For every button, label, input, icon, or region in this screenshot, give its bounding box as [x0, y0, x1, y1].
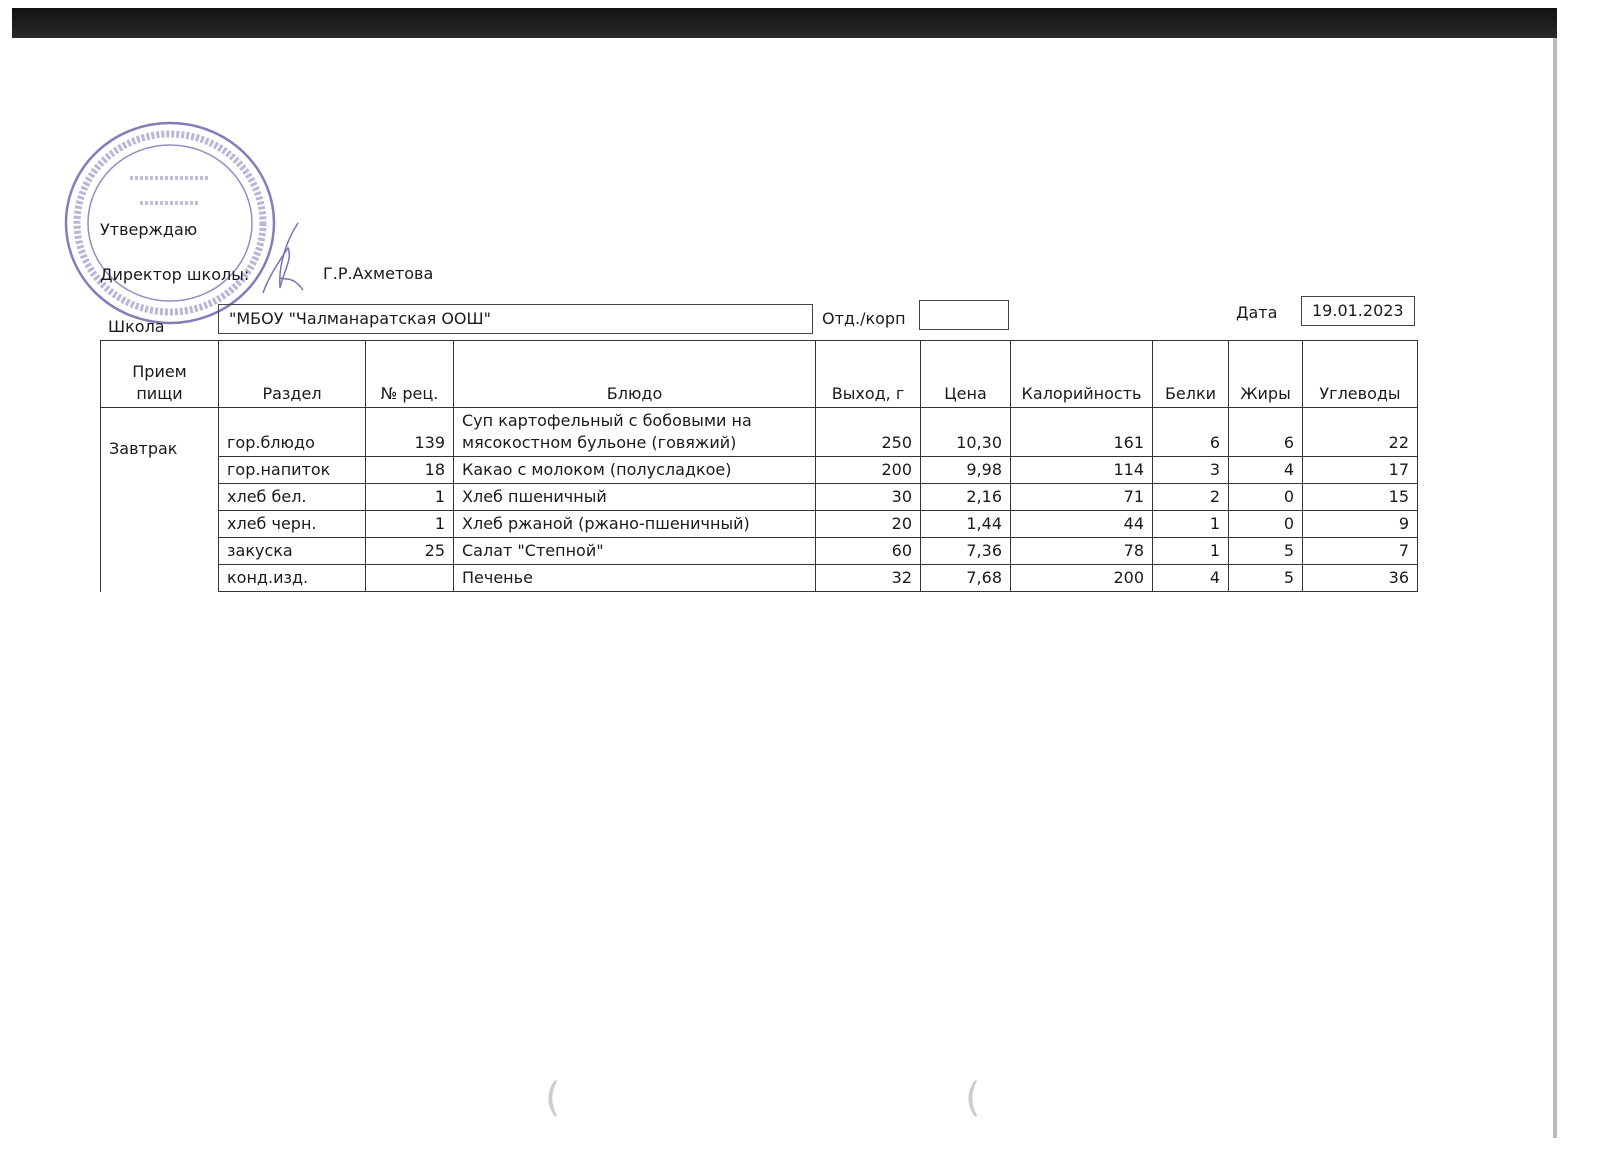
table-row: закуска 25 Салат "Степной" 60 7,36 78 1 5 7 [101, 537, 1418, 565]
fat-cell: 0 [1228, 510, 1303, 538]
kcal-cell: 161 [1010, 407, 1153, 457]
price-cell: 2,16 [920, 483, 1011, 511]
scan-right-edge [1553, 38, 1557, 1138]
recipe-cell: 18 [365, 456, 454, 484]
header-yield: Выход, г [815, 340, 921, 408]
protein-cell: 4 [1152, 564, 1229, 592]
kcal-cell: 114 [1010, 456, 1153, 484]
dish-cell: Какао с молоком (полусладкое) [453, 456, 816, 484]
section-cell: конд.изд. [218, 564, 366, 592]
protein-cell: 3 [1152, 456, 1229, 484]
dish-cell: Хлеб пшеничный [453, 483, 816, 511]
section-cell: гор.блюдо [218, 407, 366, 457]
yield-cell: 200 [815, 456, 921, 484]
recipe-cell: 139 [365, 407, 454, 457]
protein-cell: 6 [1152, 407, 1229, 457]
header-carbs: Углеводы [1302, 340, 1418, 408]
price-cell: 10,30 [920, 407, 1011, 457]
dept-label: Отд./корп [822, 309, 906, 328]
fat-cell: 4 [1228, 456, 1303, 484]
fat-cell: 5 [1228, 537, 1303, 565]
scan-top-border [12, 8, 1557, 38]
scan-mark: ( [965, 1075, 981, 1121]
dish-cell: Суп картофельный с бобовыми на мясокостн… [453, 407, 816, 457]
table-row: Завтрак гор.блюдо 139 Суп картофельный с бо… [100, 407, 1418, 592]
yield-cell: 30 [815, 483, 921, 511]
director-label: Директор школы: [100, 265, 250, 284]
protein-cell: 1 [1152, 510, 1229, 538]
fat-cell: 0 [1228, 483, 1303, 511]
price-cell: 1,44 [920, 510, 1011, 538]
fat-cell: 5 [1228, 564, 1303, 592]
header-price: Цена [920, 340, 1011, 408]
meal-cell: Завтрак [100, 407, 219, 592]
header-protein: Белки [1152, 340, 1229, 408]
date-field[interactable]: 19.01.2023 [1301, 296, 1415, 326]
scan-mark: ( [545, 1075, 561, 1121]
header-fat: Жиры [1228, 340, 1303, 408]
date-label: Дата [1236, 303, 1278, 322]
price-cell: 7,68 [920, 564, 1011, 592]
header-section: Раздел [218, 340, 366, 408]
table-row: хлеб черн. 1 Хлеб ржаной (ржано-пшеничный)… [101, 510, 1418, 538]
fat-cell: 6 [1228, 407, 1303, 457]
carbs-cell: 36 [1302, 564, 1418, 592]
dish-cell: Печенье [453, 564, 816, 592]
carbs-cell: 9 [1302, 510, 1418, 538]
recipe-cell: 25 [365, 537, 454, 565]
carbs-cell: 22 [1302, 407, 1418, 457]
section-cell: хлеб бел. [218, 483, 366, 511]
menu-table: Прием пищи Раздел № рец. Блюдо Выход, г … [100, 340, 1418, 592]
table-row: конд.изд. Печенье 32 7,68 200 4 5 36 [101, 564, 1418, 592]
director-name: Г.Р.Ахметова [323, 264, 434, 283]
recipe-cell: 1 [365, 483, 454, 511]
section-cell: гор.напиток [218, 456, 366, 484]
table-row: хлеб бел. 1 Хлеб пшеничный 30 2,16 71 2 0 15 [101, 483, 1418, 511]
dept-field[interactable] [919, 300, 1009, 330]
school-label: Школа [108, 317, 165, 336]
price-cell: 7,36 [920, 537, 1011, 565]
header-dish: Блюдо [453, 340, 816, 408]
kcal-cell: 71 [1010, 483, 1153, 511]
table-header-row: Прием пищи Раздел № рец. Блюдо Выход, г … [100, 340, 1418, 408]
yield-cell: 20 [815, 510, 921, 538]
yield-cell: 250 [815, 407, 921, 457]
yield-cell: 60 [815, 537, 921, 565]
school-stamp [64, 121, 276, 325]
protein-cell: 2 [1152, 483, 1229, 511]
dish-cell: Хлеб ржаной (ржано-пшеничный) [453, 510, 816, 538]
price-cell: 9,98 [920, 456, 1011, 484]
header-kcal: Калорийность [1010, 340, 1153, 408]
section-cell: закуска [218, 537, 366, 565]
table-row: гор.напиток 18 Какао с молоком (полусладко… [101, 456, 1418, 484]
section-cell: хлеб черн. [218, 510, 366, 538]
carbs-cell: 17 [1302, 456, 1418, 484]
carbs-cell: 7 [1302, 537, 1418, 565]
kcal-cell: 78 [1010, 537, 1153, 565]
recipe-cell: 1 [365, 510, 454, 538]
carbs-cell: 15 [1302, 483, 1418, 511]
kcal-cell: 200 [1010, 564, 1153, 592]
dish-cell: Салат "Степной" [453, 537, 816, 565]
yield-cell: 32 [815, 564, 921, 592]
header-recipe: № рец. [365, 340, 454, 408]
header-meal: Прием пищи [100, 340, 219, 408]
kcal-cell: 44 [1010, 510, 1153, 538]
school-field[interactable]: "МБОУ "Чалманаратская ООШ" [218, 304, 813, 334]
approve-label: Утверждаю [100, 220, 198, 239]
director-signature [262, 222, 304, 294]
recipe-cell [365, 564, 454, 592]
protein-cell: 1 [1152, 537, 1229, 565]
